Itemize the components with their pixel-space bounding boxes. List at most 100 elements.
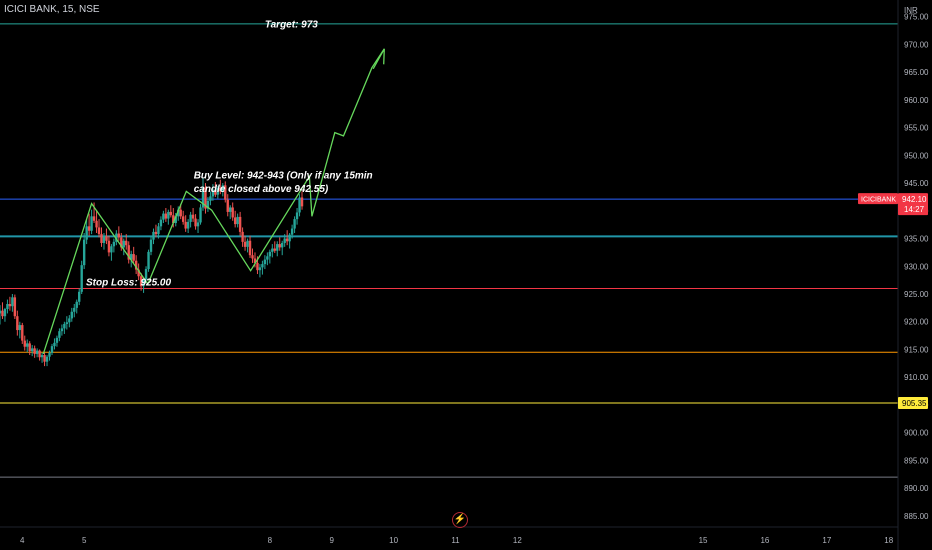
countdown-text: 14:27 [904,205,925,214]
level-price-tag [898,397,928,410]
price-tick-label: 920.00 [904,318,929,327]
annotations-layer: Target: 973 Buy Level: 942-943 (Only if a… [86,20,373,289]
drawing-layer [42,48,385,355]
time-tick-label: 12 [513,536,522,545]
candle-body [276,244,279,251]
candle-body [63,323,66,329]
annotation-text[interactable]: Target: 973 [265,20,318,31]
candle-body [80,265,83,292]
time-tick-label: 4 [20,536,25,545]
candle-body [11,297,14,307]
time-tick-label: 9 [329,536,334,545]
price-tick-label: 975.00 [904,13,929,22]
candle-body [102,236,106,243]
candle-body [281,242,284,248]
projection-path[interactable] [42,48,385,355]
candle-body [82,239,86,266]
candle-body [181,216,185,222]
candle-body [251,255,254,259]
price-tick-label: 925.00 [904,290,929,299]
candle-body [50,346,54,353]
price-tick-label: 960.00 [904,96,929,105]
price-tick-label: 895.00 [904,456,929,465]
candle-body [229,207,232,212]
candles-layer [0,177,304,367]
time-tick-label: 16 [760,536,769,545]
candle-body [75,301,78,308]
lightning-icon[interactable]: ⚡ [452,512,468,528]
symbol-name-tag [858,193,898,205]
currency-label: INR [904,6,918,15]
candle-body [0,310,2,314]
candle-body [18,325,22,331]
candle-body [206,200,210,209]
candle-body [199,207,202,223]
symbol-name-text: ICICIBANK [861,197,896,204]
candle-body [248,240,252,256]
candle-body [122,240,125,248]
candle-body [43,355,46,362]
time-tick-label: 11 [451,536,460,545]
candle-body [159,219,163,227]
candle-body [90,216,93,231]
level-price-text: 905.35 [902,399,927,408]
candle-body [65,322,69,324]
time-tick-label: 18 [884,536,893,545]
candle-body [219,188,222,192]
time-axis[interactable]: 4 5 8 9 10 11 12 15 16 17 18 [20,536,894,545]
candle-body [167,211,170,219]
candle-body [293,219,296,229]
candle-body [137,269,140,277]
candle-body [78,291,81,302]
candle-body [300,197,304,207]
projection-arrow-head [372,48,385,70]
candle-body [1,310,4,317]
candle-body [53,342,56,347]
candle-body [174,216,177,224]
candle-body [196,222,200,227]
symbol-title[interactable]: ICICI BANK, 15, NSE [4,4,100,15]
candle-body [266,256,269,260]
candle-body [211,189,215,197]
candle-body [87,226,91,231]
candle-body [226,199,229,212]
candle-body [157,226,160,235]
candle-body [243,241,247,247]
price-tick-label: 885.00 [904,512,929,521]
annotation-text[interactable]: candle closed above 942.55) [194,184,329,195]
candle-body [263,259,267,265]
annotation-text[interactable]: Stop Loss: 925.00 [86,278,171,289]
candle-body [184,221,187,229]
annotation-text[interactable]: Buy Level: 942-943 (Only if any 15min [194,171,373,182]
candle-body [105,236,108,241]
candle-body [30,348,34,352]
candle-body [38,350,41,358]
candle-body [231,207,234,218]
candle-body [33,348,36,354]
candle-body [216,188,220,195]
candle-body [268,251,272,257]
time-tick-label: 15 [699,536,708,545]
candle-body [85,226,88,240]
price-tick-label: 945.00 [904,179,929,188]
candle-body [45,356,49,362]
horizontal-lines-layer [0,23,898,478]
candle-body [271,248,274,252]
candle-body [97,227,101,235]
candle-body [214,189,217,195]
candle-body [261,264,264,268]
candle-body [152,231,155,240]
candle-body [112,241,116,247]
candle-body [58,331,61,338]
candle-body [164,213,168,219]
candle-body [120,237,123,248]
candle-body [191,214,195,219]
candle-body [258,267,262,271]
candle-body [115,233,118,242]
price-tick-label: 930.00 [904,262,929,271]
candle-body [117,233,121,238]
candle-body [134,260,138,270]
candle-body [236,216,239,225]
candle-body [144,269,148,280]
